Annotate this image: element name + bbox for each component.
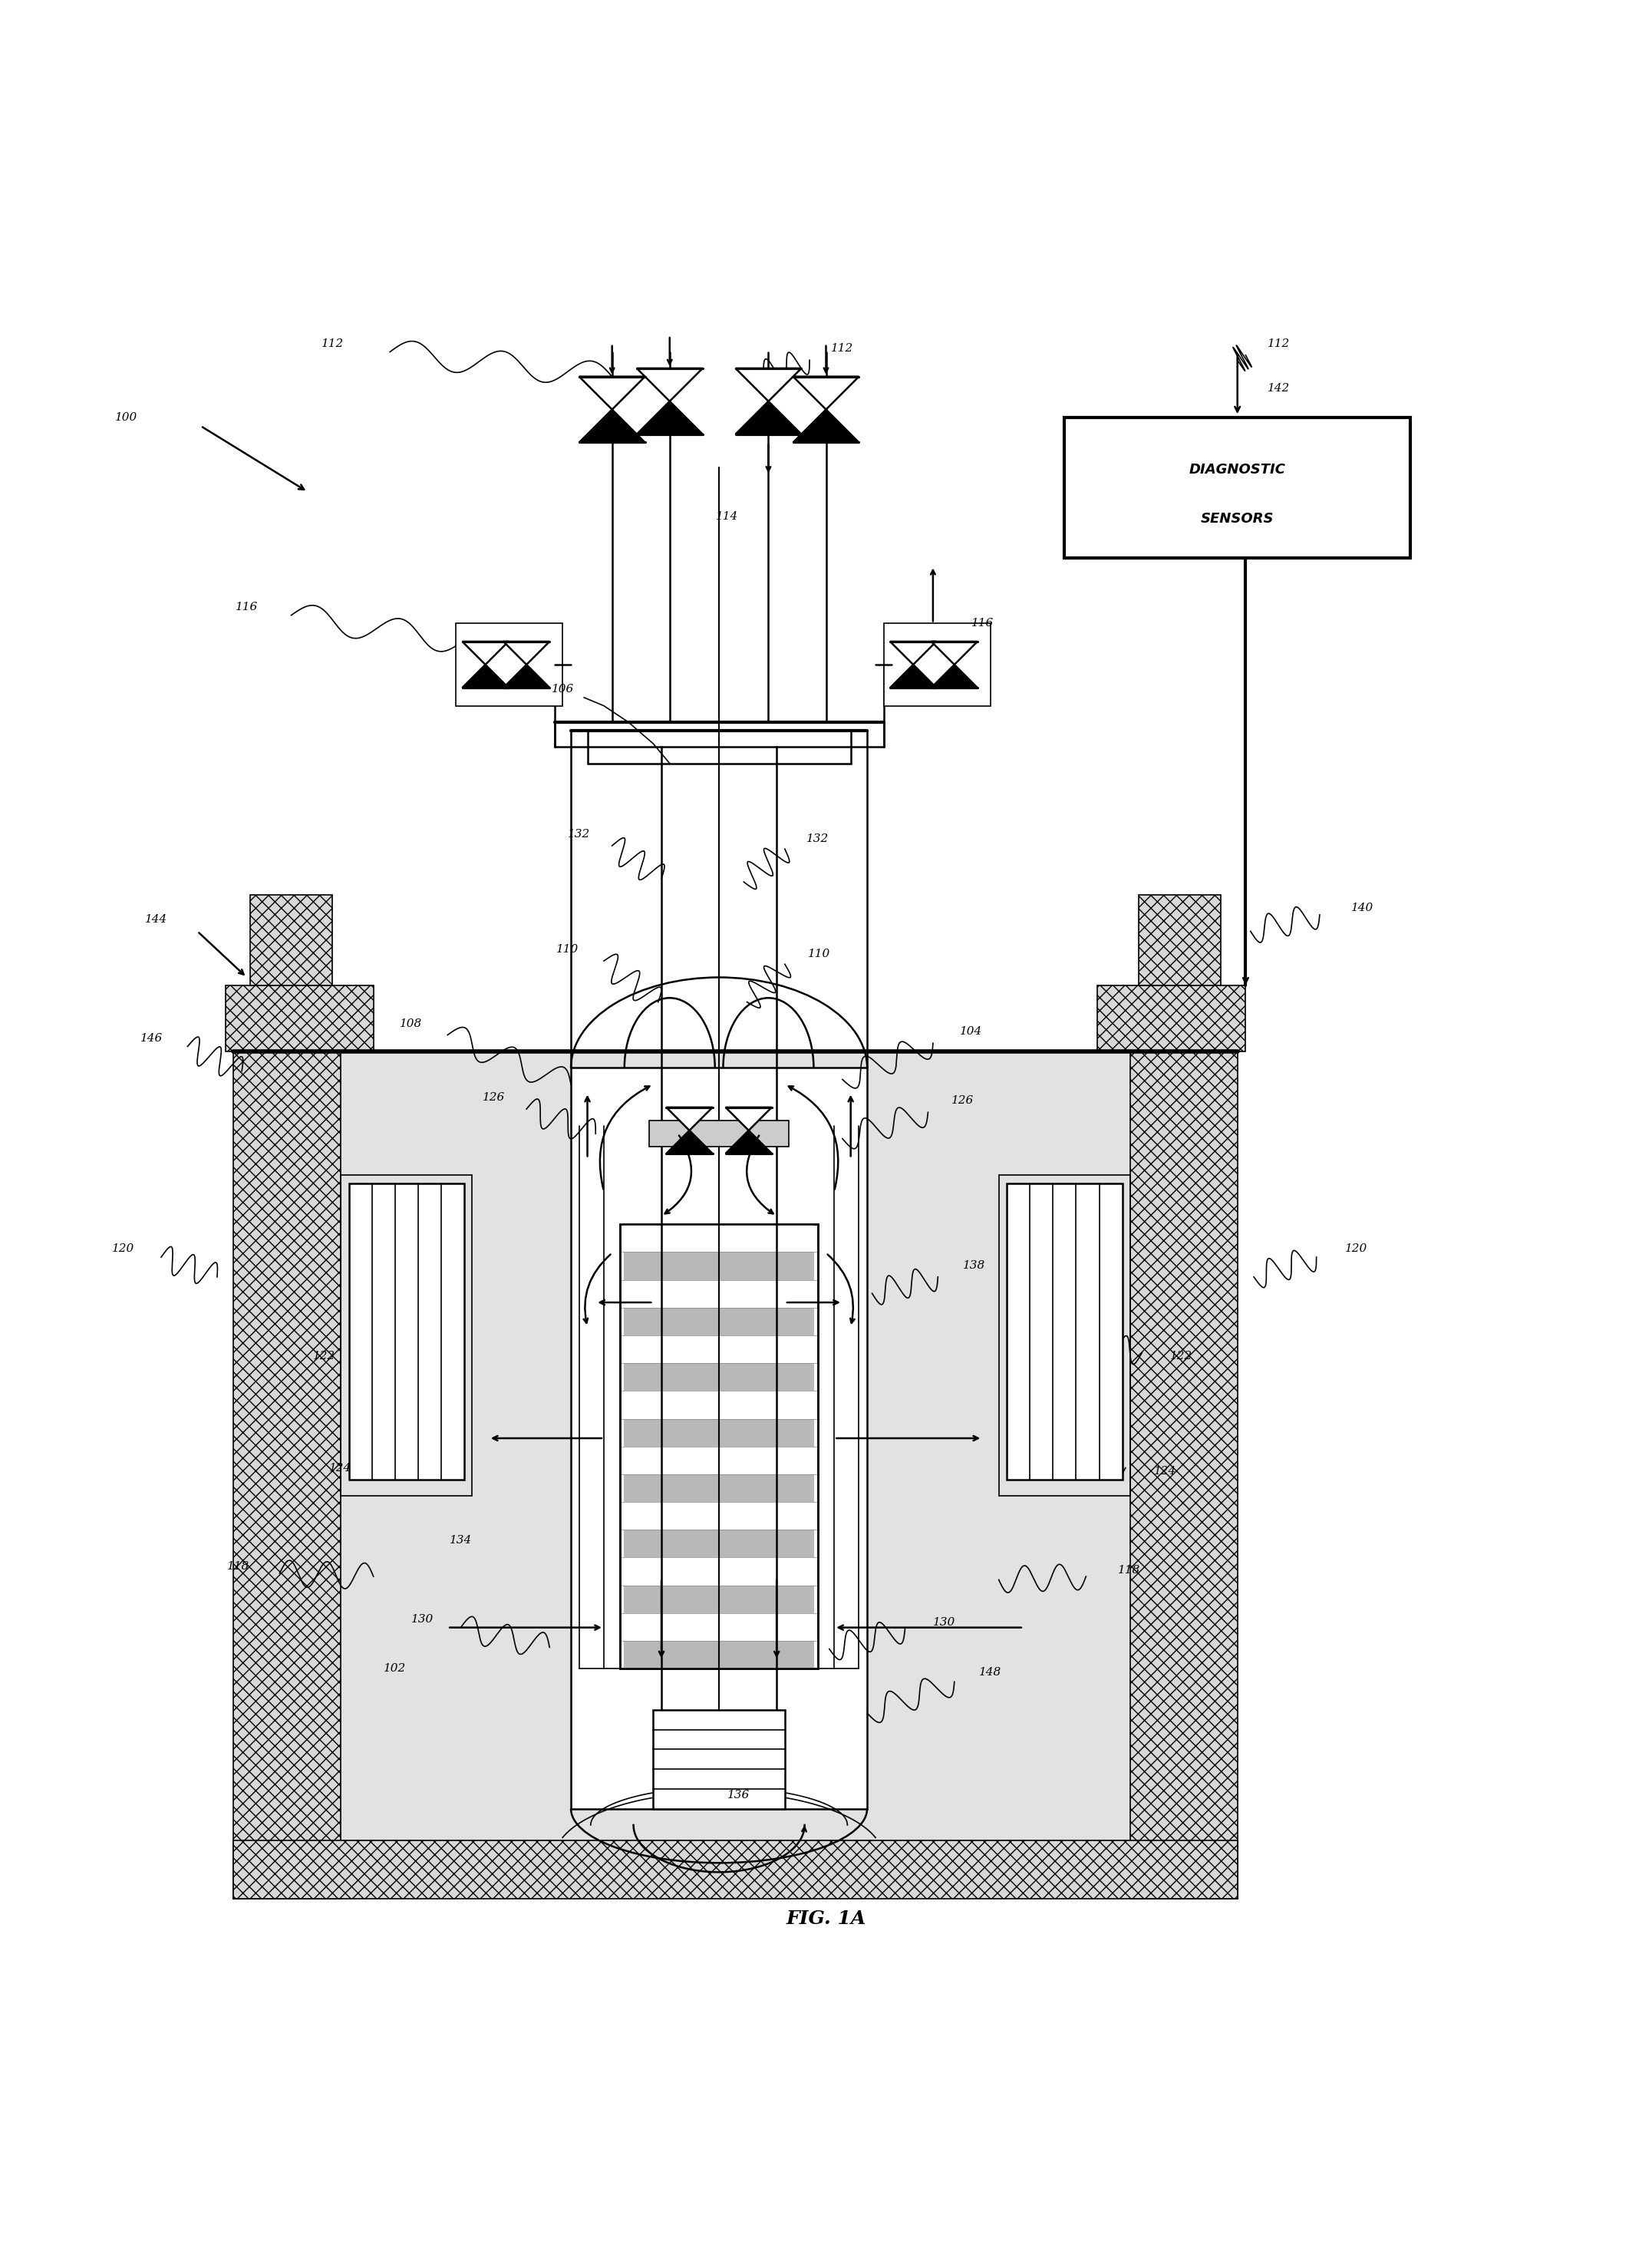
Bar [884, 624, 991, 707]
Text: 130: 130 [411, 1614, 434, 1625]
Text: 104: 104 [960, 1026, 981, 1038]
Polygon shape [793, 410, 859, 443]
Text: 116: 116 [971, 619, 993, 628]
Bar [349, 1184, 464, 1479]
Polygon shape [725, 1107, 771, 1130]
Bar [1130, 1051, 1237, 1900]
Bar [1008, 1184, 1122, 1479]
Bar [225, 986, 373, 1051]
Polygon shape [735, 369, 801, 401]
Bar [623, 1418, 814, 1447]
Text: 114: 114 [715, 511, 738, 522]
Polygon shape [666, 1130, 712, 1153]
Text: 110: 110 [557, 943, 578, 954]
Bar [623, 1364, 814, 1391]
Bar [623, 1252, 814, 1281]
Polygon shape [580, 376, 644, 410]
Text: 132: 132 [806, 833, 829, 844]
Bar [623, 1391, 814, 1418]
Text: DIAGNOSTIC: DIAGNOSTIC [1189, 464, 1285, 477]
Bar [620, 1225, 818, 1668]
Text: 118: 118 [1117, 1564, 1140, 1576]
Bar [233, 1841, 1237, 1900]
Text: 112: 112 [831, 342, 854, 353]
Bar [623, 1614, 814, 1641]
Polygon shape [793, 376, 859, 410]
Bar [456, 624, 563, 707]
Text: 100: 100 [116, 412, 137, 423]
Bar [999, 1175, 1130, 1497]
Bar [623, 1335, 814, 1364]
Bar [623, 1585, 814, 1614]
Text: 118: 118 [228, 1562, 249, 1571]
Bar [623, 1641, 814, 1668]
Text: 124: 124 [329, 1463, 352, 1472]
Polygon shape [580, 410, 644, 443]
Text: 102: 102 [383, 1663, 406, 1675]
Bar [623, 1501, 814, 1531]
Polygon shape [463, 642, 509, 664]
Bar [623, 1447, 814, 1474]
Bar [340, 1051, 1130, 1841]
Polygon shape [504, 664, 550, 687]
Text: 120: 120 [112, 1243, 134, 1254]
Polygon shape [932, 642, 978, 664]
Polygon shape [463, 664, 509, 687]
Bar [623, 1531, 814, 1558]
Bar [340, 1175, 472, 1497]
Text: 122: 122 [1170, 1351, 1193, 1362]
Bar [572, 1067, 867, 1808]
Polygon shape [725, 1130, 771, 1153]
Text: 110: 110 [808, 950, 831, 959]
Text: 140: 140 [1351, 903, 1374, 914]
Bar [623, 1558, 814, 1585]
Text: 122: 122 [312, 1351, 335, 1362]
Text: 148: 148 [980, 1666, 1001, 1677]
Bar [1064, 419, 1411, 558]
Polygon shape [636, 401, 702, 434]
Text: 144: 144 [145, 914, 167, 925]
Polygon shape [735, 401, 801, 434]
Text: 136: 136 [727, 1790, 750, 1801]
Text: 108: 108 [400, 1017, 423, 1029]
Text: 124: 124 [1153, 1465, 1176, 1477]
Text: 134: 134 [449, 1535, 472, 1546]
Text: 112: 112 [320, 338, 344, 349]
Text: SENSORS: SENSORS [1201, 511, 1274, 524]
Text: 126: 126 [482, 1092, 506, 1103]
Bar [1097, 986, 1246, 1051]
Bar [249, 896, 332, 986]
Text: 106: 106 [552, 684, 573, 696]
Polygon shape [890, 664, 937, 687]
Text: FIG. 1A: FIG. 1A [786, 1909, 866, 1929]
Text: 142: 142 [1267, 383, 1290, 394]
Bar [233, 1051, 340, 1900]
Polygon shape [504, 642, 550, 664]
Bar [653, 1711, 785, 1808]
Text: 130: 130 [933, 1616, 957, 1627]
Polygon shape [890, 642, 937, 664]
Polygon shape [666, 1107, 712, 1130]
Text: 146: 146 [140, 1033, 162, 1044]
Polygon shape [636, 369, 702, 401]
Text: 126: 126 [952, 1096, 973, 1105]
Bar [623, 1308, 814, 1335]
Polygon shape [932, 664, 978, 687]
Bar [623, 1281, 814, 1308]
Bar [1138, 896, 1221, 986]
Text: 138: 138 [963, 1261, 985, 1272]
Text: 132: 132 [568, 828, 590, 840]
Bar [649, 1121, 790, 1148]
Bar [623, 1225, 814, 1252]
Text: 120: 120 [1345, 1243, 1368, 1254]
Text: 112: 112 [1267, 338, 1290, 349]
Bar [620, 1225, 818, 1668]
Bar [623, 1474, 814, 1501]
Text: 116: 116 [236, 601, 258, 612]
